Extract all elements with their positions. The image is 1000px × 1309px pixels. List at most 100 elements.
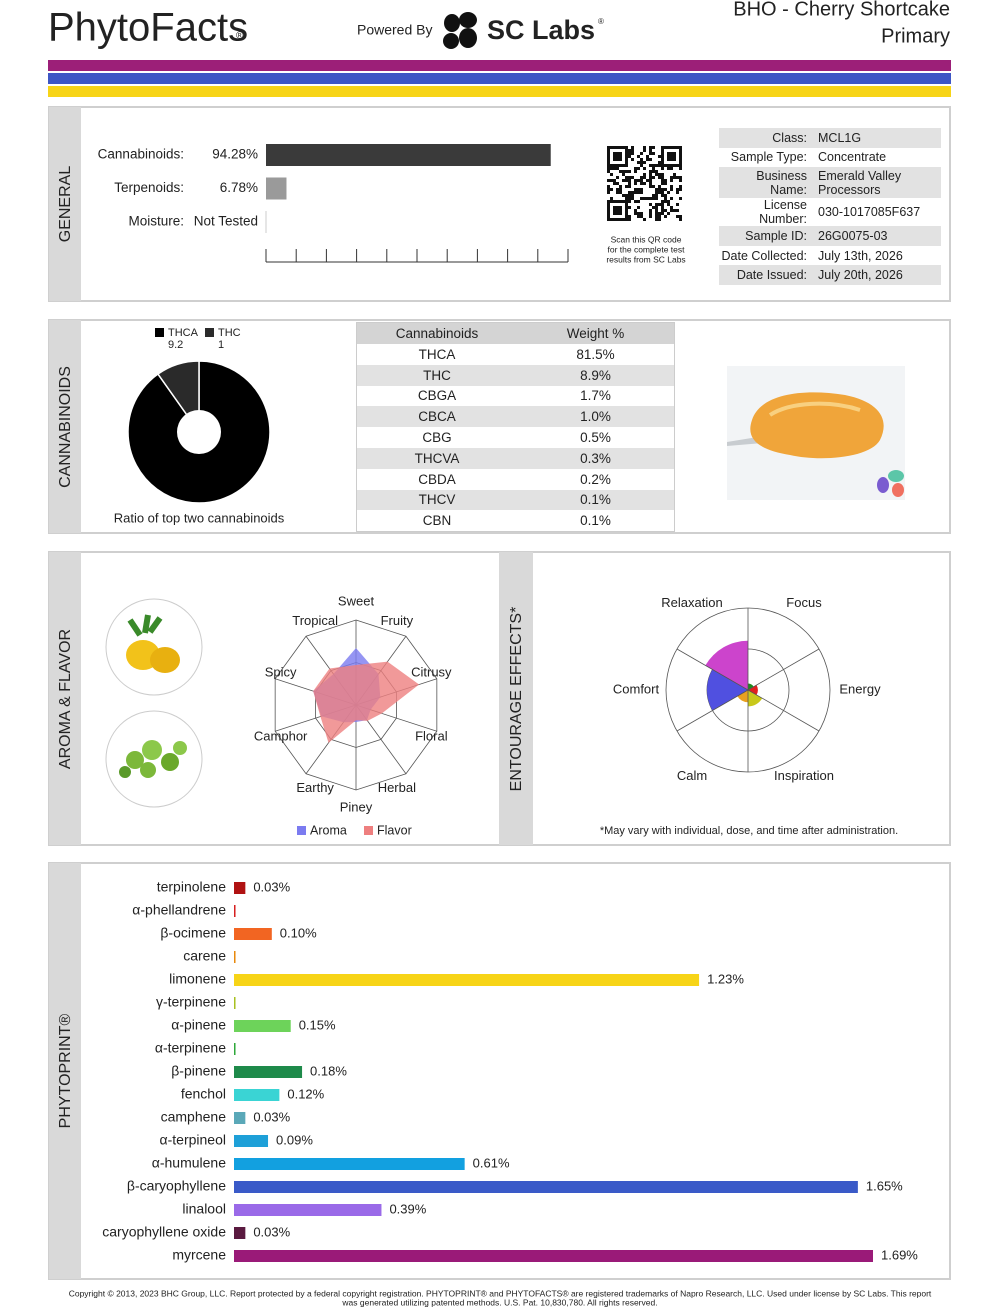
- table-row: CBGA 1.7%: [357, 386, 674, 407]
- legend-swatch: [364, 826, 373, 835]
- terpene-label: β-pinene: [171, 1063, 226, 1079]
- axis-label: Camphor: [254, 728, 308, 743]
- qr-note: Scan this QR code: [611, 234, 682, 244]
- cell: THCVA: [414, 450, 460, 466]
- value-label: 0.03%: [253, 1109, 290, 1124]
- terpene-label: terpinolene: [157, 879, 226, 895]
- cannabinoid-table: Cannabinoids Weight % THCA 81.5% THC 8.9% CBGA…: [356, 322, 675, 533]
- cell: THC: [423, 367, 451, 383]
- bar: [234, 974, 700, 986]
- info-value: 030-1017085F637: [818, 205, 921, 220]
- terpene-label: caryophyllene oxide: [102, 1224, 226, 1240]
- effect-sector: [737, 690, 748, 703]
- effect-sector: [707, 669, 748, 711]
- cell: CBG: [422, 430, 452, 446]
- terpene-label: α-phellandrene: [132, 902, 226, 918]
- pie-hole: [177, 410, 221, 454]
- terpene-label: camphene: [161, 1109, 227, 1125]
- legend-value: 9.2: [168, 339, 183, 351]
- table-row: THCA 81.5%: [357, 344, 674, 365]
- bar: [234, 1227, 246, 1239]
- info-value: July 13th, 2026: [818, 248, 903, 263]
- stripe: [48, 86, 951, 97]
- bar: [234, 997, 236, 1009]
- bar-label: Moisture:: [128, 214, 184, 229]
- effect-label: Calm: [677, 768, 707, 783]
- section-title: PHYTOPRINT®: [57, 1013, 74, 1128]
- value-label: 94.28%: [212, 147, 258, 162]
- bar: [234, 951, 236, 963]
- table-row: THC 8.9%: [357, 364, 674, 386]
- value-label: 0.03%: [253, 879, 290, 894]
- bar: [234, 1066, 303, 1078]
- info-row: Class: MCL1G: [719, 128, 941, 148]
- value-label: 1.69%: [881, 1247, 918, 1262]
- cell: 81.5%: [576, 346, 615, 362]
- info-value: 26G0075-03: [818, 228, 888, 243]
- spoke: [676, 689, 749, 732]
- cell: 8.9%: [580, 367, 611, 383]
- legend-swatch: [205, 328, 214, 337]
- effect-label: Relaxation: [661, 595, 722, 610]
- terpene-label: α-pinene: [171, 1017, 226, 1033]
- axis-label: Piney: [340, 799, 373, 814]
- lab-mark: ®: [598, 17, 604, 26]
- powered-by: Powered By: [357, 22, 432, 38]
- section-title: AROMA & FLAVOR: [57, 629, 74, 769]
- cell: THCV: [418, 492, 456, 508]
- lab-logo: [443, 12, 477, 49]
- terpene-label: carene: [183, 948, 226, 964]
- section-title: ENTOURAGE EFFECTS*: [508, 607, 525, 792]
- bar-label: Terpenoids:: [114, 180, 184, 195]
- legend-label: THC: [218, 327, 241, 339]
- axis-label: Sweet: [338, 593, 375, 608]
- bar: [266, 177, 287, 200]
- bar: [234, 1204, 382, 1216]
- info-value: MCL1G: [818, 130, 862, 145]
- value-label: 0.10%: [280, 925, 317, 940]
- info-row: Sample Type: Concentrate: [719, 148, 941, 168]
- terpene-label: α-terpinene: [155, 1040, 226, 1056]
- info-label: Business Name:: [756, 168, 807, 197]
- cell: 1.0%: [580, 409, 611, 425]
- terpene-label: α-humulene: [152, 1155, 226, 1171]
- cell: 0.3%: [580, 450, 611, 466]
- terpene-label: linalool: [182, 1201, 226, 1217]
- stripe: [48, 73, 951, 84]
- section-tabs: [49, 107, 533, 1279]
- axis-label: Herbal: [378, 780, 416, 795]
- cell: 0.5%: [580, 430, 611, 446]
- section-title: GENERAL: [57, 166, 74, 243]
- terpene-label: myrcene: [172, 1247, 226, 1263]
- effect-sector: [705, 640, 748, 690]
- legend-value: 1: [218, 339, 224, 351]
- cell: 0.2%: [580, 471, 611, 487]
- effect-sector: [748, 685, 758, 695]
- brand: PhytoFacts: [48, 6, 248, 50]
- product-name: BHO - Cherry Shortcake: [733, 0, 950, 20]
- effect-label: Focus: [786, 595, 822, 610]
- info-row: Sample ID: 26G0075-03: [719, 226, 941, 246]
- cell: CBGA: [417, 388, 457, 404]
- bar: [234, 1112, 246, 1124]
- table-row: THCV 0.1%: [357, 489, 674, 511]
- info-label: Class:: [772, 130, 807, 145]
- terpene-label: β-caryophyllene: [127, 1178, 226, 1194]
- spoke: [747, 689, 820, 732]
- effect-label: Energy: [839, 681, 881, 696]
- axis-label: Floral: [415, 728, 448, 743]
- footer: Copyright © 2013, 2023 BHC Group, LLC. R…: [69, 1288, 932, 1298]
- bar: [234, 1089, 280, 1101]
- cell: 1.7%: [580, 388, 611, 404]
- bar: [266, 144, 551, 166]
- cell: 0.1%: [580, 513, 611, 529]
- effect-sector: [748, 683, 754, 690]
- bar: [234, 928, 272, 940]
- terpene-label: α-terpineol: [160, 1132, 226, 1148]
- table-row: CBG 0.5%: [357, 427, 674, 448]
- header-cell: Weight %: [566, 326, 625, 341]
- info-label: Date Collected:: [721, 248, 807, 263]
- info-value: Emerald Valley Processors: [818, 168, 902, 197]
